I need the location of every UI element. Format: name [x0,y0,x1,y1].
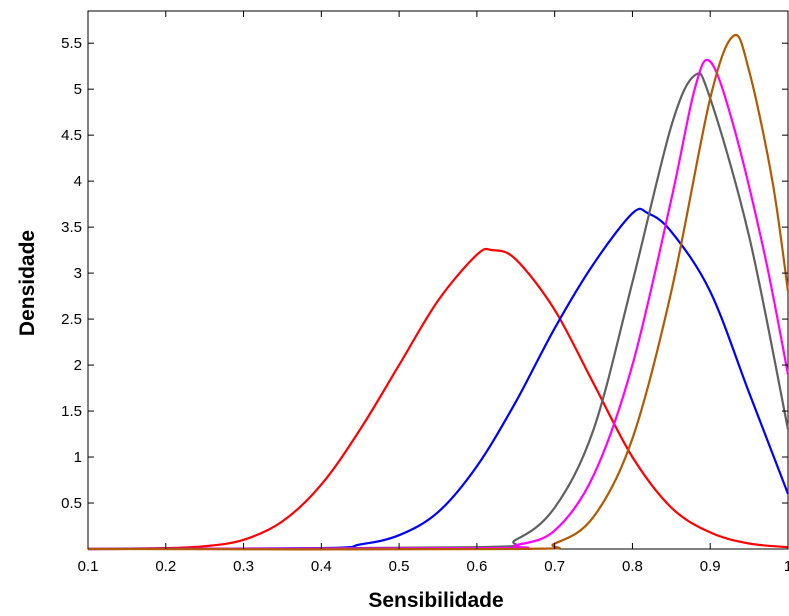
y-tick-label: 1.5 [61,403,82,420]
x-tick-label: 0.9 [700,558,721,575]
y-tick-label: 2 [74,357,82,374]
y-axis-title: Densidade [16,230,39,336]
x-tick-label: 0.5 [389,558,410,575]
y-tick-label: 3 [74,265,82,282]
x-tick-label: 0.3 [233,558,254,575]
x-axis-title: Sensibilidade [368,589,503,612]
y-tick-label: 4 [74,173,82,190]
x-axis: 0.1 0.2 0.3 0.4 0.5 0.6 0.7 0.8 0.9 1 [78,11,789,575]
y-tick-label: 1 [74,449,82,466]
x-tick-label: 0.7 [544,558,565,575]
y-tick-label: 3.5 [61,219,82,236]
series-layer [87,33,789,551]
y-axis: 0.5 1 1.5 2 2.5 3 3.5 4 4.5 5 5.5 [61,35,788,512]
y-tick-label: 5 [74,81,82,98]
x-tick-label: 0.6 [466,558,487,575]
x-tick-label: 0.8 [622,558,643,575]
x-tick-label: 0.2 [155,558,176,575]
y-tick-label: 4.5 [61,127,82,144]
y-tick-label: 0.5 [61,495,82,512]
x-tick-label: 0.4 [311,558,332,575]
density-curve-4 [87,58,789,551]
y-tick-label: 2.5 [61,311,82,328]
x-tick-label: 1 [784,558,789,575]
density-curve-2 [87,207,789,551]
x-tick-label: 0.1 [78,558,99,575]
density-curve-5 [87,33,789,551]
y-tick-label: 5.5 [61,35,82,52]
density-curve-1 [87,247,789,551]
